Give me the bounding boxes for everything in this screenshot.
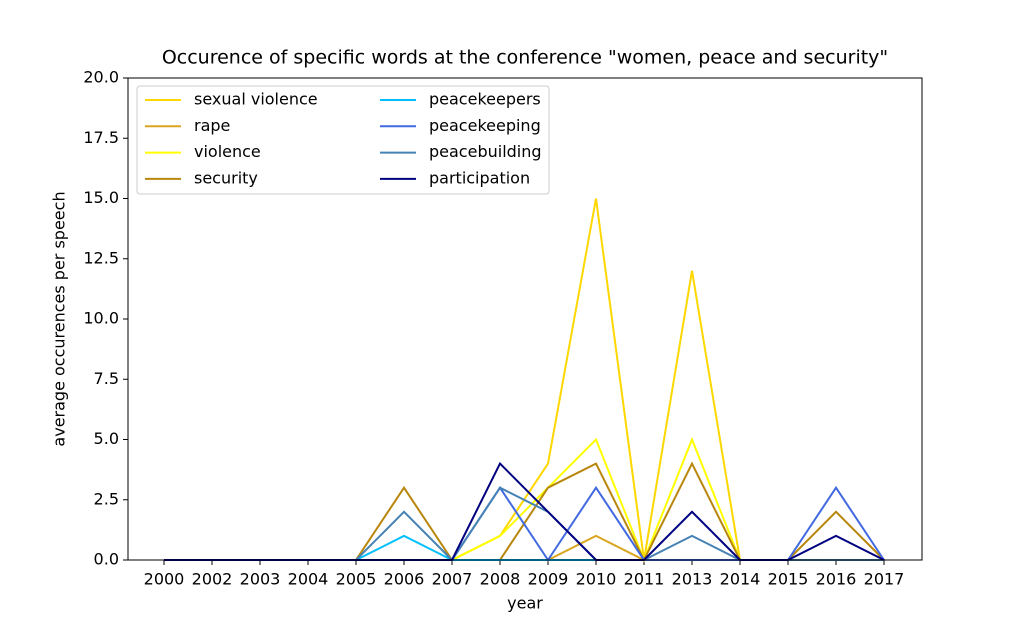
x-tick-label: 2004 [288,570,329,589]
plot-frame [127,77,923,561]
y-tick-label: 0.0 [94,550,119,569]
x-tick-label: 2017 [864,570,905,589]
legend-label: peacekeeping [429,116,541,135]
line [164,198,884,561]
x-tick-label: 2016 [816,570,857,589]
x-tick-label: 2015 [768,570,809,589]
x-tick-label: 2002 [192,570,233,589]
y-tick-label: 5.0 [94,429,119,448]
x-tick-label: 2011 [624,570,665,589]
legend-label: violence [194,142,261,161]
y-tick-label: 17.5 [83,128,119,147]
y-tick-label: 15.0 [83,188,119,207]
y-tick-label: 7.5 [94,369,119,388]
x-tick-label: 2014 [720,570,761,589]
x-tick-label: 2008 [480,570,521,589]
chart-title: Occurence of specific words at the confe… [162,47,888,69]
legend-label: peacebuilding [429,142,542,161]
x-tick-label: 2009 [528,570,569,589]
y-tick-label: 10.0 [83,309,119,328]
line [164,534,884,561]
legend-box [136,85,550,195]
x-tick-label: 2007 [432,570,473,589]
legend-label: rape [194,116,230,135]
y-axis-label: average occurences per speech [50,191,69,446]
x-tick-label: 2003 [240,570,281,589]
x-axis-label: year [507,594,543,613]
legend-label: security [194,168,258,187]
x-tick-label: 2013 [672,570,713,589]
y-tick-label: 20.0 [83,68,119,87]
legend-label: peacekeepers [429,90,541,109]
x-tick-label: 2005 [336,570,377,589]
y-tick-label: 2.5 [94,489,119,508]
x-tick-label: 2006 [384,570,425,589]
line [164,534,884,561]
legend-label: sexual violence [194,90,318,109]
x-tick-label: 2000 [144,570,185,589]
legend-label: participation [429,168,530,187]
y-tick-label: 12.5 [83,248,119,267]
x-tick-label: 2010 [576,570,617,589]
